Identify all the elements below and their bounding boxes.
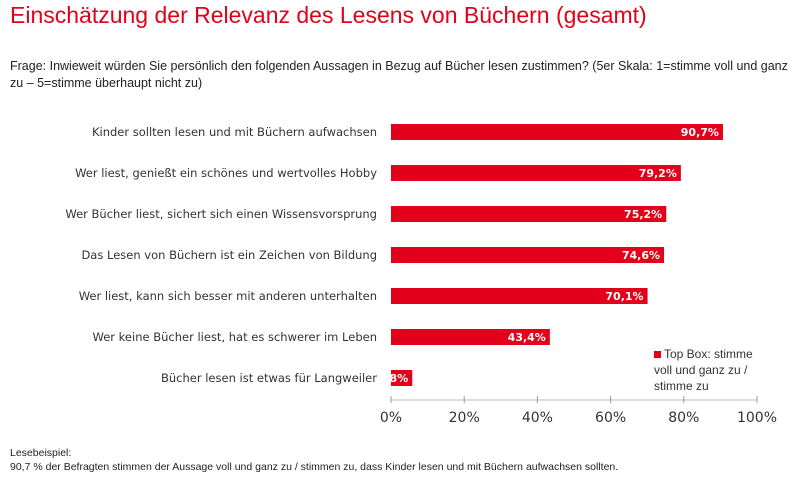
bar bbox=[391, 206, 667, 222]
legend-label: Top Box: stimme voll und ganz zu / stimm… bbox=[654, 347, 753, 393]
value-label: 74,6% bbox=[622, 249, 660, 262]
x-tick-label: 80% bbox=[668, 410, 699, 426]
value-label: 70,1% bbox=[605, 290, 643, 303]
bar bbox=[391, 288, 648, 304]
bar bbox=[391, 165, 681, 181]
legend: Top Box: stimme voll und ganz zu / stimm… bbox=[654, 346, 774, 394]
bar bbox=[391, 247, 665, 263]
x-tick-label: 40% bbox=[522, 410, 553, 426]
category-label: Wer liest, kann sich besser mit anderen … bbox=[79, 289, 377, 303]
category-label: Wer liest, genießt ein schönes und wertv… bbox=[75, 166, 377, 180]
footnote: Lesebeispiel: 90,7 % der Befragten stimm… bbox=[10, 446, 618, 474]
x-tick-label: 100% bbox=[737, 410, 777, 426]
x-tick-label: 0% bbox=[380, 410, 402, 426]
value-label: 79,2% bbox=[639, 167, 677, 180]
category-label: Wer keine Bücher liest, hat es schwerer … bbox=[93, 330, 377, 344]
bar bbox=[391, 124, 723, 140]
category-label: Kinder sollten lesen und mit Büchern auf… bbox=[92, 125, 377, 139]
footnote-label: Lesebeispiel: bbox=[10, 447, 72, 459]
category-label: Das Lesen von Büchern ist ein Zeichen vo… bbox=[81, 248, 377, 262]
chart-title: Einschätzung der Relevanz des Lesens von… bbox=[10, 2, 647, 28]
footnote-text: 90,7 % der Befragten stimmen der Aussage… bbox=[10, 461, 619, 473]
value-label: 5,8% bbox=[378, 372, 409, 385]
x-tick-label: 20% bbox=[449, 410, 480, 426]
question-text: Frage: Inwieweit würden Sie persönlich d… bbox=[10, 59, 788, 90]
category-label: Wer Bücher liest, sichert sich einen Wis… bbox=[65, 207, 377, 221]
bar bbox=[391, 370, 413, 386]
value-label: 90,7% bbox=[681, 126, 719, 139]
legend-swatch bbox=[654, 351, 661, 358]
value-label: 75,2% bbox=[624, 208, 662, 221]
x-tick-label: 60% bbox=[595, 410, 626, 426]
value-label: 43,4% bbox=[508, 331, 546, 344]
category-label: Bücher lesen ist etwas für Langweiler bbox=[161, 371, 377, 385]
bar bbox=[391, 329, 550, 345]
